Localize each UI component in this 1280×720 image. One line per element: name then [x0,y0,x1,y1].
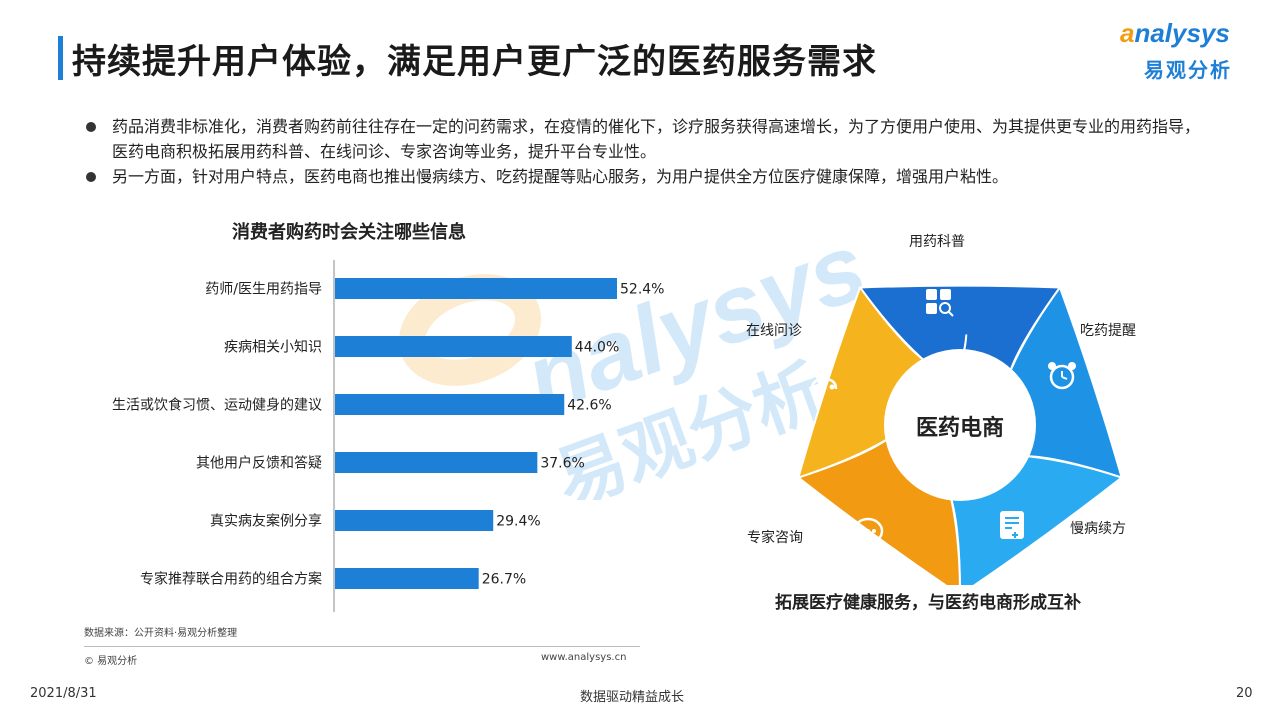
footer-divider [84,646,640,647]
bar [335,278,617,299]
footer-slogan: 数据驱动精益成长 [580,690,685,705]
diagram-center-circle [884,349,1036,501]
title-accent-bar [58,36,63,80]
value-label: 26.7% [482,572,526,588]
bar [335,510,494,531]
value-label: 42.6% [567,398,611,414]
logo-letter-a: a [1120,18,1135,48]
diagram-caption: 拓展医疗健康服务，与医药电商形成互补 [775,593,1081,613]
category-label: 其他用户反馈和答疑 [196,455,322,472]
doctor-stethoscope-icon [810,363,838,390]
report-date: 2021/8/31 [30,686,97,701]
bar [335,452,538,473]
category-label: 专家推荐联合用药的组合方案 [140,571,322,588]
segment-label-consult: 在线问诊 [746,323,802,339]
prescription-doc-icon [1000,511,1024,539]
value-label: 52.4% [620,282,664,298]
logo-chinese: 易观分析 [1144,58,1232,82]
alarm-clock-icon [1048,362,1076,390]
bullet-item: 药品消费非标准化，消费者购药前往往存在一定的问药需求，在疫情的催化下，诊疗服务获… [84,114,1204,164]
category-label: 真实病友案例分享 [210,513,322,530]
apps-grid-icon [926,289,954,317]
bar [335,394,565,415]
pentagon-cycle-diagram: 医药电商 [797,284,1123,585]
page-title: 持续提升用户体验，满足用户更广泛的医药服务需求 [72,42,877,82]
category-label: 生活或饮食习惯、运动健身的建议 [112,397,322,414]
website-link: www.analysys.cn [541,652,627,663]
category-label: 药师/医生用药指导 [205,282,322,298]
value-label: 29.4% [496,514,540,530]
bar-chart: 药师/医生用药指导 52.4% 疾病相关小知识 44.0% 生活或饮食习惯、运动健身的建… [112,260,664,612]
data-source: 数据来源：公开资料·易观分析整理 [84,628,238,639]
segment-label-expert: 专家咨询 [747,530,803,546]
value-label: 44.0% [575,340,619,356]
bar [335,336,572,357]
bar [335,568,479,589]
chat-bubble-icon [852,517,884,545]
value-label: 37.6% [540,456,584,472]
segment-label-reminder: 吃药提醒 [1080,323,1136,339]
bullet-list: 药品消费非标准化，消费者购药前往往存在一定的问药需求，在疫情的催化下，诊疗服务获… [84,114,1204,189]
logo-wordmark: nalysys [1134,18,1230,48]
segment-label-chronic: 慢病续方 [1070,521,1126,537]
category-label: 疾病相关小知识 [224,339,322,356]
chart-title: 消费者购药时会关注哪些信息 [232,222,466,243]
analysys-logo: analysys 易观分析 [1120,14,1260,84]
copyright: © 易观分析 [84,656,138,667]
diagram-center-label: 医药电商 [916,415,1004,441]
page-number: 20 [1236,686,1253,701]
segment-label-science: 用药科普 [909,234,965,250]
bullet-item: 另一方面，针对用户特点，医药电商也推出慢病续方、吃药提醒等贴心服务，为用户提供全… [84,164,1204,189]
